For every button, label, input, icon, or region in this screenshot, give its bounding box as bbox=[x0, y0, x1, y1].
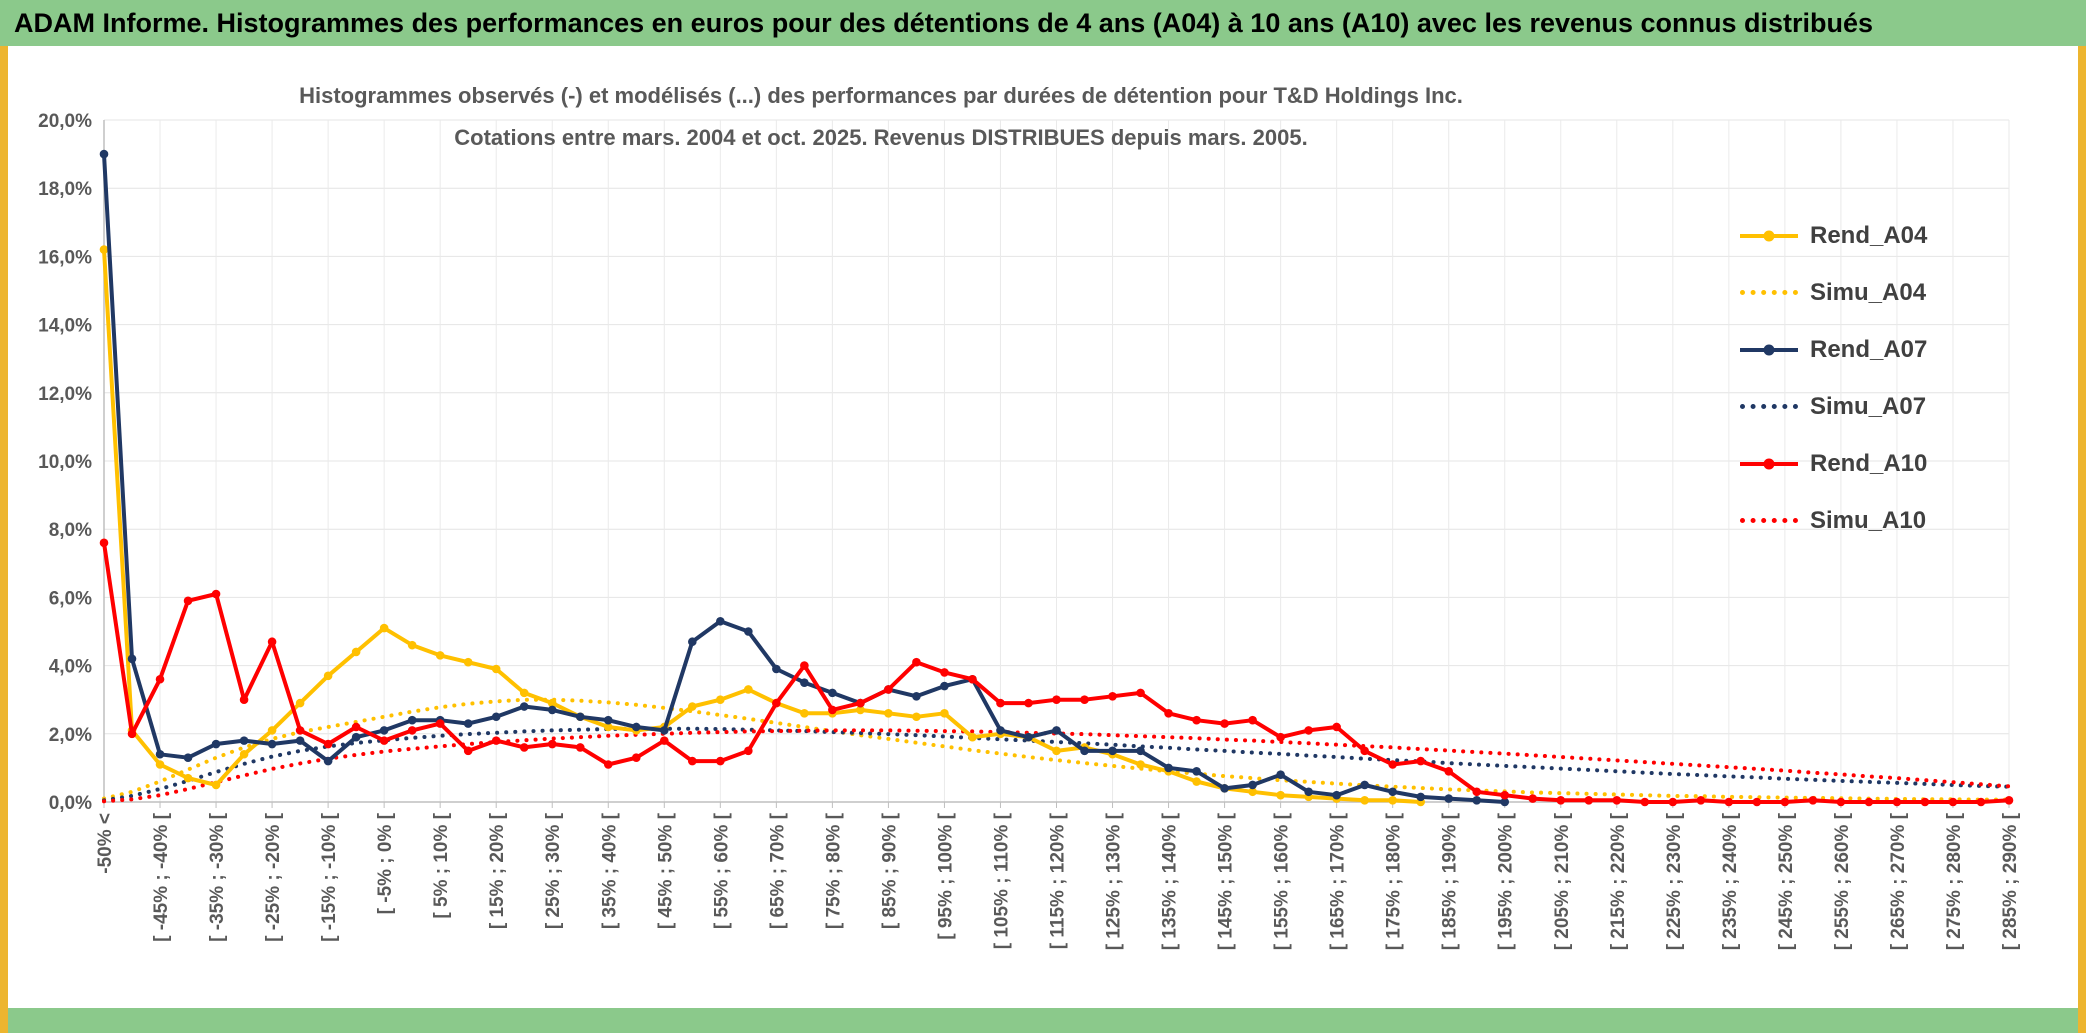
svg-text:0,0%: 0,0% bbox=[49, 793, 92, 814]
svg-text:[ 155% ; 160% [: [ 155% ; 160% [ bbox=[1272, 812, 1293, 950]
svg-text:[ -35% ; -30% [: [ -35% ; -30% [ bbox=[207, 812, 228, 941]
legend-line-sample bbox=[1740, 290, 1798, 295]
chart-canvas: 0,0% 2,0% 4,0% 6,0% 8,0% 10,0% 12,0% 14,0% 16,0%… bbox=[38, 111, 2021, 950]
chart-title: Histogrammes observés (-) et modélisés (… bbox=[299, 75, 1463, 159]
series-Rend_A10 bbox=[99, 538, 2014, 807]
svg-text:6,0%: 6,0% bbox=[49, 588, 92, 609]
svg-text:[ 205% ; 210% [: [ 205% ; 210% [ bbox=[1552, 812, 1573, 950]
svg-text:[ 195% ; 200% [: [ 195% ; 200% [ bbox=[1496, 812, 1517, 950]
window-title: ADAM Informe. Histogrammes des performan… bbox=[14, 7, 1874, 38]
legend-label: Rend_A07 bbox=[1810, 335, 1928, 363]
svg-text:10,0%: 10,0% bbox=[38, 452, 92, 473]
legend-label: Simu_A07 bbox=[1810, 392, 1927, 420]
svg-text:2,0%: 2,0% bbox=[49, 725, 92, 746]
svg-text:[ 75% ; 80% [: [ 75% ; 80% [ bbox=[823, 812, 844, 929]
performance-histogram-chart: 0,0% 2,0% 4,0% 6,0% 8,0% 10,0% 12,0% 14,0% 16,0%… bbox=[8, 47, 2078, 1007]
svg-text:14,0%: 14,0% bbox=[38, 316, 92, 337]
series-Rend_A07 bbox=[99, 149, 1510, 807]
right-border bbox=[2078, 0, 2086, 1033]
left-border bbox=[0, 0, 8, 1033]
y-axis-labels: 0,0% 2,0% 4,0% 6,0% 8,0% 10,0% 12,0% 14,0% 16,0%… bbox=[38, 111, 92, 814]
legend-label: Rend_A10 bbox=[1810, 449, 1928, 477]
legend-item-simu-a07: Simu_A07 bbox=[1740, 378, 1927, 435]
svg-text:[ 5% ; 10% [: [ 5% ; 10% [ bbox=[431, 812, 452, 918]
legend-line-sample bbox=[1740, 458, 1798, 469]
svg-text:[ 245% ; 250% [: [ 245% ; 250% [ bbox=[1776, 812, 1797, 950]
svg-text:20,0%: 20,0% bbox=[38, 111, 92, 132]
svg-text:4,0%: 4,0% bbox=[49, 657, 92, 678]
legend-marker-dot bbox=[1763, 458, 1775, 469]
legend-line-sample bbox=[1740, 404, 1798, 409]
legend-marker-dot bbox=[1763, 344, 1775, 355]
svg-text:8,0%: 8,0% bbox=[49, 520, 92, 541]
svg-text:[ 185% ; 190% [: [ 185% ; 190% [ bbox=[1440, 812, 1461, 950]
chart-title-line1: Histogrammes observés (-) et modélisés (… bbox=[299, 83, 1463, 108]
svg-text:[ 25% ; 30% [: [ 25% ; 30% [ bbox=[543, 812, 564, 929]
svg-text:[ 35% ; 40% [: [ 35% ; 40% [ bbox=[599, 812, 620, 929]
svg-text:-50% <: -50% < bbox=[95, 813, 116, 874]
svg-text:[ 165% ; 170% [: [ 165% ; 170% [ bbox=[1328, 812, 1349, 950]
svg-text:[ 55% ; 60% [: [ 55% ; 60% [ bbox=[711, 812, 732, 929]
chart-title-line2: Cotations entre mars. 2004 et oct. 2025.… bbox=[454, 125, 1308, 150]
legend-item-rend-a07: Rend_A07 bbox=[1740, 321, 1927, 378]
legend-line-sample bbox=[1740, 344, 1798, 355]
window-titlebar: ADAM Informe. Histogrammes des performan… bbox=[0, 0, 2086, 46]
gridlines bbox=[104, 119, 2010, 802]
svg-text:[ -5% ; 0% [: [ -5% ; 0% [ bbox=[375, 812, 396, 914]
svg-text:[ 215% ; 220% [: [ 215% ; 220% [ bbox=[1608, 812, 1629, 950]
legend-label: Simu_A10 bbox=[1810, 506, 1927, 534]
svg-text:[ 45% ; 50% [: [ 45% ; 50% [ bbox=[655, 812, 676, 929]
svg-text:[ 255% ; 260% [: [ 255% ; 260% [ bbox=[1832, 812, 1853, 950]
svg-text:[ 265% ; 270% [: [ 265% ; 270% [ bbox=[1888, 812, 1909, 950]
legend-item-rend-a04: Rend_A04 bbox=[1740, 207, 1927, 264]
svg-text:[ 225% ; 230% [: [ 225% ; 230% [ bbox=[1664, 812, 1685, 950]
svg-text:[ 125% ; 130% [: [ 125% ; 130% [ bbox=[1104, 812, 1125, 950]
series-Simu_A10 bbox=[102, 728, 2011, 804]
legend-label: Simu_A04 bbox=[1810, 278, 1927, 306]
svg-text:[ 275% ; 280% [: [ 275% ; 280% [ bbox=[1944, 812, 1965, 950]
legend-label: Rend_A04 bbox=[1810, 221, 1928, 249]
svg-text:[ 235% ; 240% [: [ 235% ; 240% [ bbox=[1720, 812, 1741, 950]
legend-line-sample bbox=[1740, 230, 1798, 241]
svg-text:[ 115% ; 120% [: [ 115% ; 120% [ bbox=[1048, 812, 1069, 949]
svg-text:[ -25% ; -20% [: [ -25% ; -20% [ bbox=[263, 812, 284, 941]
legend-marker-dot bbox=[1763, 230, 1775, 241]
svg-text:[ 65% ; 70% [: [ 65% ; 70% [ bbox=[767, 812, 788, 929]
svg-text:18,0%: 18,0% bbox=[38, 179, 92, 200]
svg-text:[ 105% ; 110% [: [ 105% ; 110% [ bbox=[991, 812, 1012, 949]
legend-line-sample bbox=[1740, 518, 1798, 523]
svg-text:[ 285% ; 290% [: [ 285% ; 290% [ bbox=[2000, 812, 2021, 950]
svg-text:[ 15% ; 20% [: [ 15% ; 20% [ bbox=[487, 812, 508, 929]
svg-text:12,0%: 12,0% bbox=[38, 384, 92, 405]
svg-text:[ 175% ; 180% [: [ 175% ; 180% [ bbox=[1384, 812, 1405, 950]
svg-text:[ 85% ; 90% [: [ 85% ; 90% [ bbox=[879, 812, 900, 929]
legend-item-rend-a10: Rend_A10 bbox=[1740, 435, 1927, 492]
svg-text:16,0%: 16,0% bbox=[38, 247, 92, 268]
svg-text:[ 145% ; 150% [: [ 145% ; 150% [ bbox=[1216, 812, 1237, 950]
bottom-border bbox=[8, 1008, 2078, 1033]
x-axis-labels: -50% < [ -45% ; -40% [ [ -35% ; -30% [ [ -2… bbox=[95, 812, 2021, 950]
chart-legend: Rend_A04 Simu_A04 Rend_A07 Simu_A07 Rend… bbox=[1740, 207, 1927, 549]
svg-text:[ -15% ; -10% [: [ -15% ; -10% [ bbox=[319, 812, 340, 941]
svg-text:[ -45% ; -40% [: [ -45% ; -40% [ bbox=[151, 812, 172, 941]
svg-text:[ 135% ; 140% [: [ 135% ; 140% [ bbox=[1160, 812, 1181, 950]
svg-text:[ 95% ; 100% [: [ 95% ; 100% [ bbox=[935, 812, 956, 939]
legend-item-simu-a04: Simu_A04 bbox=[1740, 264, 1927, 321]
legend-item-simu-a10: Simu_A10 bbox=[1740, 492, 1927, 549]
